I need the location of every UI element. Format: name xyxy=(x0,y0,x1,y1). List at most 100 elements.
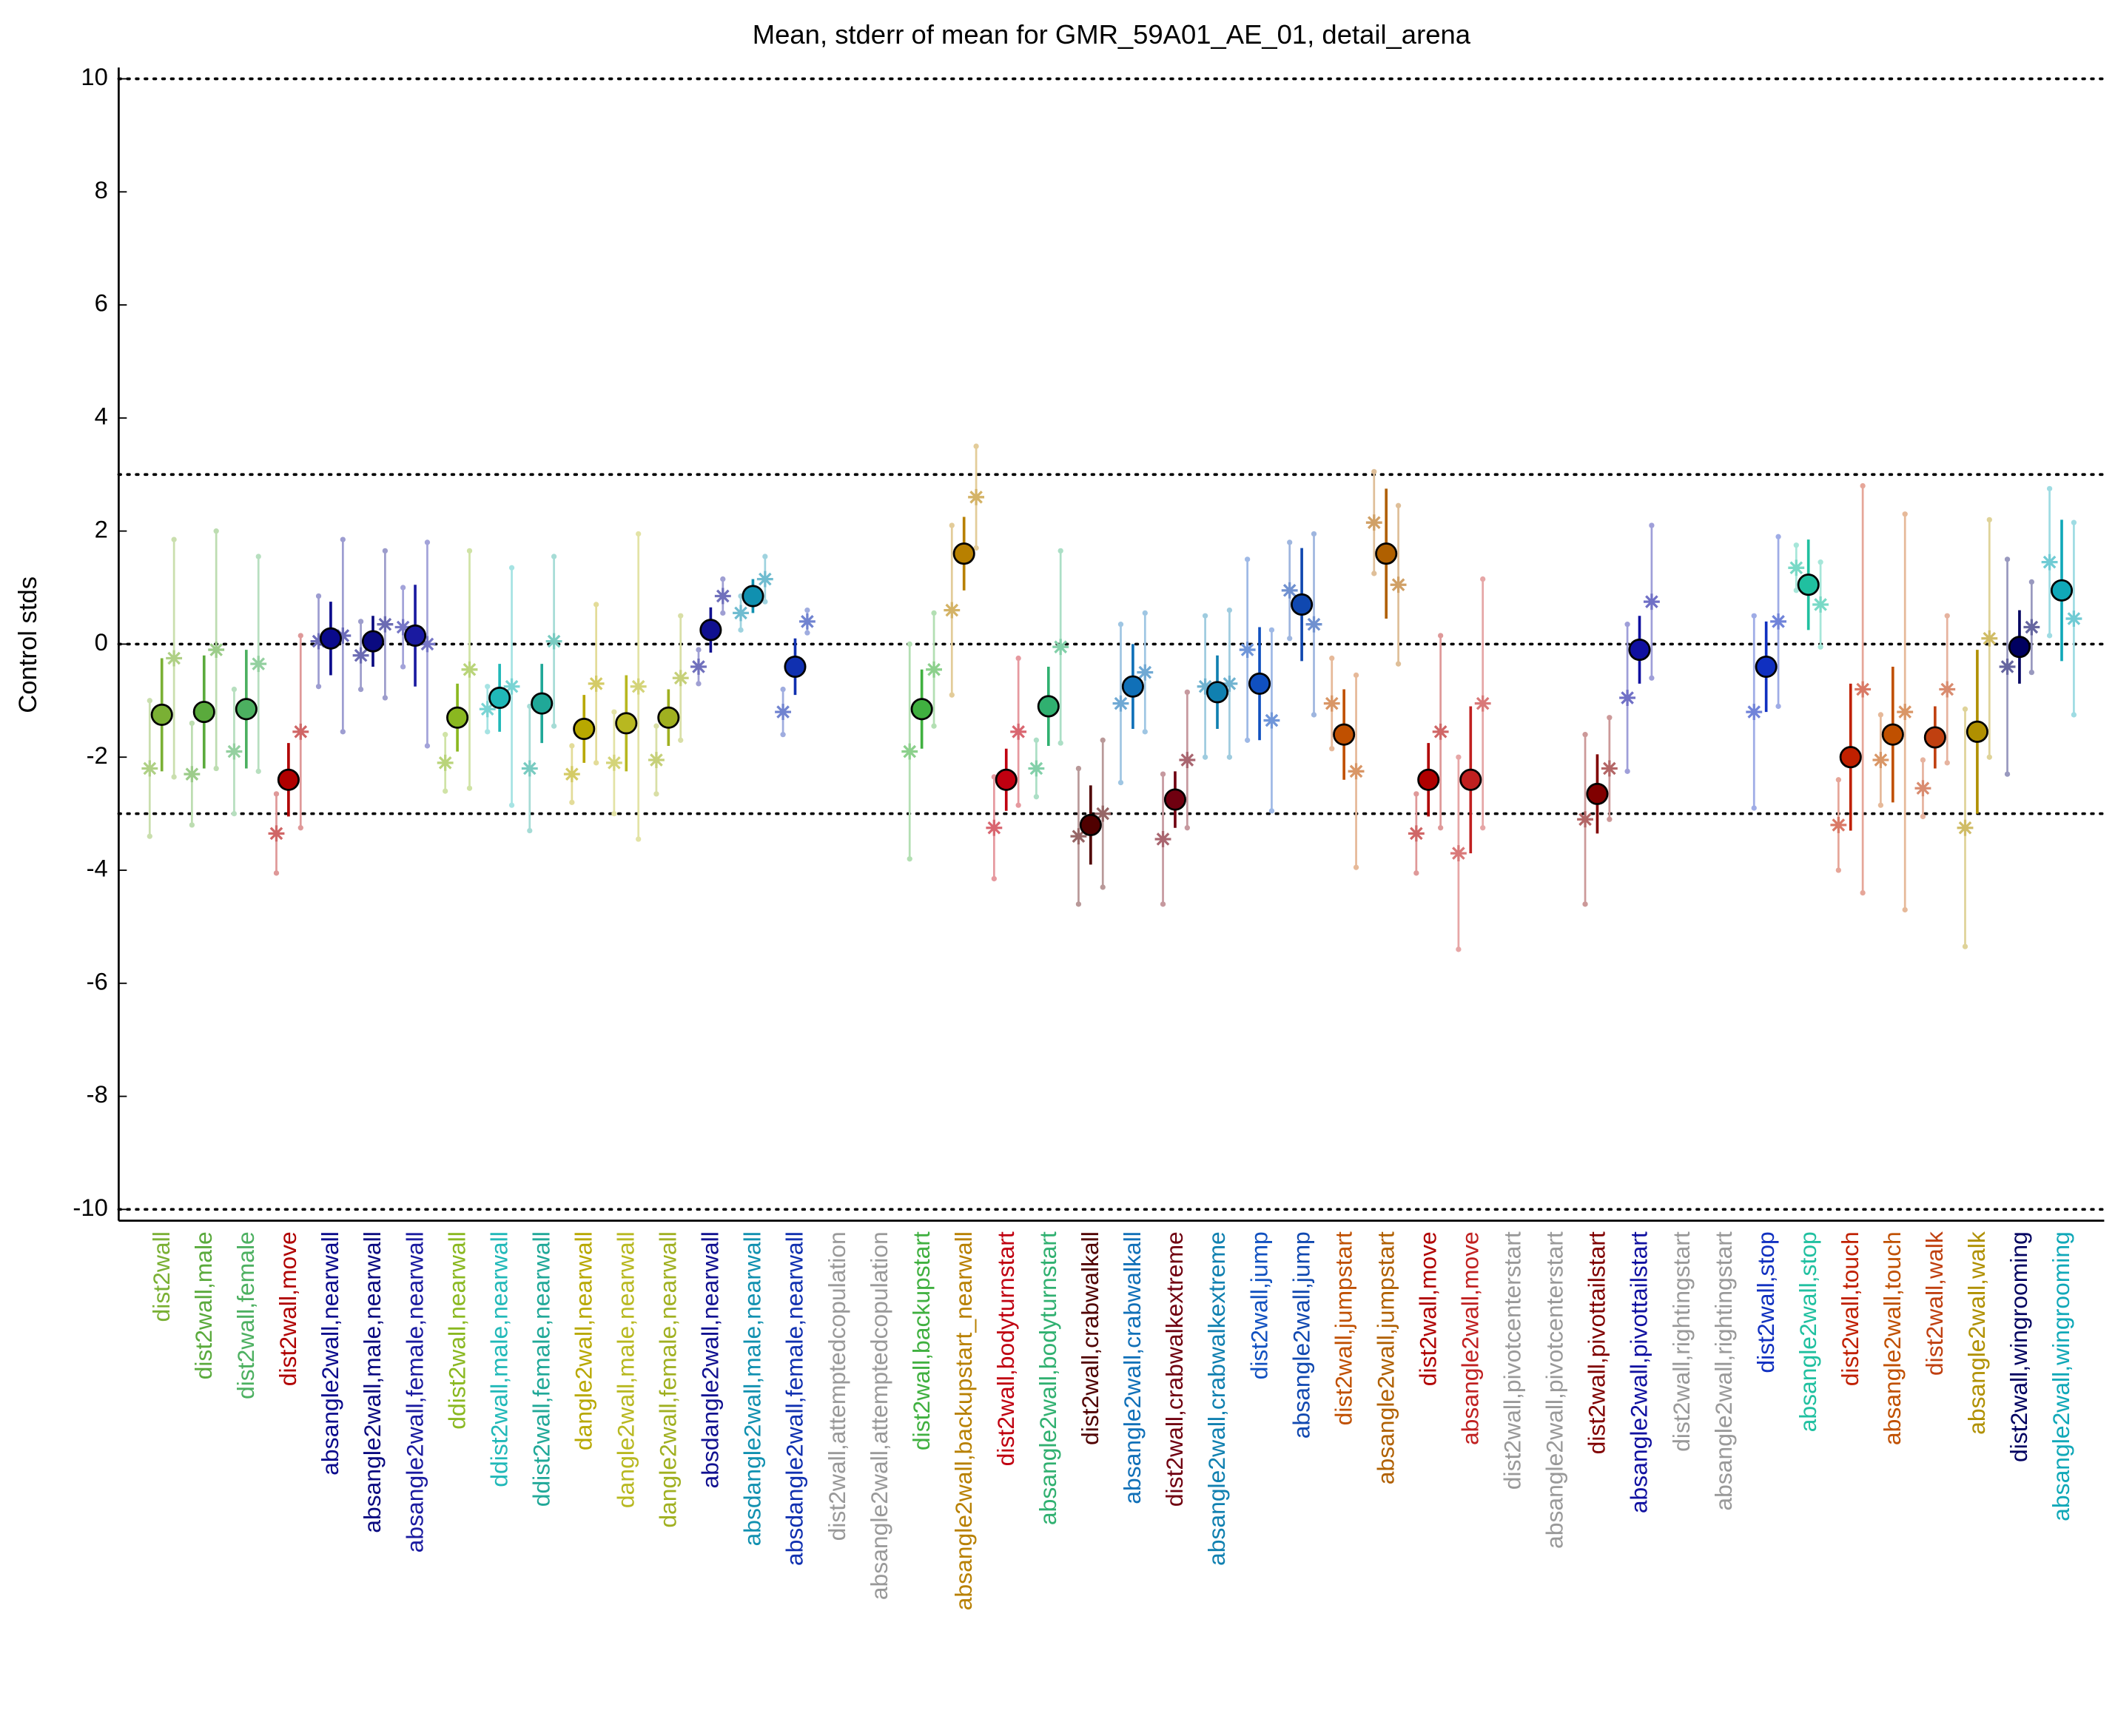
x-tick-label: absangle2wall,wingrooming xyxy=(2048,1231,2074,1521)
asterisk-marker xyxy=(605,754,622,771)
x-tick-label: absangle2wall,jump xyxy=(1288,1231,1314,1439)
marker-error-cap xyxy=(1582,901,1588,907)
marker-error-cap xyxy=(315,684,322,690)
marker-error-cap xyxy=(189,822,195,828)
mean-marker xyxy=(1333,723,1356,746)
asterisk-marker xyxy=(926,661,942,678)
asterisk-marker xyxy=(1770,613,1786,630)
asterisk-marker xyxy=(1939,681,1956,698)
marker-error-cap xyxy=(696,647,702,653)
y-tick-label: -2 xyxy=(87,741,108,769)
marker-error-cap xyxy=(147,833,152,839)
marker-error-cap xyxy=(1033,794,1040,800)
chart-title: Mean, stderr of mean for GMR_59A01_AE_01… xyxy=(753,19,1471,50)
marker-error-cap xyxy=(907,856,912,862)
mean-marker xyxy=(531,692,554,715)
asterisk-marker xyxy=(503,678,520,695)
asterisk-marker xyxy=(545,633,562,650)
x-tick-label: ddist2wall,nearwall xyxy=(443,1231,470,1430)
marker-error-cap xyxy=(1902,906,1908,913)
marker-error-cap xyxy=(1624,622,1630,628)
mean-marker xyxy=(1248,672,1271,695)
marker-error-cap xyxy=(653,723,659,729)
mean-marker xyxy=(1375,542,1398,565)
marker-error-cap xyxy=(340,729,346,735)
marker-error-cap xyxy=(696,681,702,687)
marker-error-cap xyxy=(1649,675,1655,681)
marker-error-cap xyxy=(1582,732,1588,738)
mean-marker xyxy=(1459,768,1482,791)
asterisk-marker xyxy=(1305,616,1322,633)
marker-error-cap xyxy=(213,528,219,534)
marker-error-cap xyxy=(1944,613,1950,619)
asterisk-marker xyxy=(672,670,689,687)
asterisk-marker xyxy=(226,743,243,760)
marker-error-cap xyxy=(1877,712,1884,718)
marker-error-cap xyxy=(1075,901,1082,907)
asterisk-marker xyxy=(2065,610,2082,627)
marker-error-cap xyxy=(1058,548,1063,554)
asterisk-marker xyxy=(775,704,792,721)
marker-error-cap xyxy=(1438,633,1444,639)
x-tick-label: dist2wall xyxy=(148,1231,175,1322)
asterisk-marker xyxy=(1239,642,1256,659)
marker-error-cap xyxy=(147,698,152,704)
marker-error-cap xyxy=(357,619,364,625)
asterisk-marker xyxy=(968,488,985,505)
marker-error-cap xyxy=(569,743,575,749)
marker-error-cap xyxy=(273,791,280,797)
mean-marker xyxy=(1923,726,1946,749)
x-tick-label: dist2wall,move xyxy=(1414,1231,1441,1386)
x-tick-label: absdangle2wall,male,nearwall xyxy=(739,1231,766,1546)
x-tick-label: dist2wall,pivotcenterstart xyxy=(1499,1231,1526,1490)
mean-marker xyxy=(1163,788,1186,811)
mean-marker xyxy=(1755,655,1778,679)
marker-error-cap xyxy=(382,695,389,701)
marker-error-cap xyxy=(508,565,515,571)
mean-marker xyxy=(1966,720,1988,743)
asterisk-marker xyxy=(798,613,816,630)
y-tick-label: 2 xyxy=(95,515,108,542)
asterisk-marker xyxy=(1028,760,1045,777)
x-tick-label: dist2wall,move xyxy=(275,1231,301,1386)
mean-marker xyxy=(1586,782,1609,805)
asterisk-marker xyxy=(1474,695,1491,712)
marker-error-cap xyxy=(780,732,786,738)
asterisk-marker xyxy=(1450,845,1467,862)
marker-error-cap xyxy=(1877,802,1884,808)
x-tick-label: absangle2wall,move xyxy=(1457,1231,1484,1445)
marker-error-cap xyxy=(738,627,744,633)
marker-error-cap xyxy=(443,788,448,794)
marker-error-cap xyxy=(1818,559,1823,565)
marker-error-cap xyxy=(424,743,431,749)
marker-error-cap xyxy=(1860,482,1866,489)
marker-error-cap xyxy=(1226,754,1233,760)
marker-error-cap xyxy=(340,536,346,542)
asterisk-marker xyxy=(1323,695,1340,712)
marker-error-cap xyxy=(2028,579,2035,585)
marker-error-cap xyxy=(508,802,515,808)
mean-marker xyxy=(488,686,511,710)
marker-error-cap xyxy=(1100,884,1106,890)
mean-marker xyxy=(1206,681,1229,704)
marker-error-cap xyxy=(1100,737,1106,743)
marker-error-cap xyxy=(1456,754,1462,760)
marker-error-cap xyxy=(443,732,448,738)
asterisk-marker xyxy=(208,642,225,659)
x-tick-label: absangle2wall,pivotcenterstart xyxy=(1541,1231,1568,1549)
marker-error-cap xyxy=(400,664,406,670)
asterisk-marker xyxy=(166,650,183,667)
marker-error-cap xyxy=(231,686,238,693)
x-tick-label: absangle2wall,bodyturnstart xyxy=(1035,1231,1061,1525)
asterisk-marker xyxy=(1390,576,1407,593)
marker-error-cap xyxy=(1202,754,1208,760)
y-tick-label: 6 xyxy=(95,289,108,317)
marker-error-cap xyxy=(1329,655,1335,662)
marker-error-cap xyxy=(931,610,937,616)
marker-error-cap xyxy=(949,522,955,528)
x-tick-label: absangle2wall,crabwalkextreme xyxy=(1203,1231,1230,1566)
marker-error-cap xyxy=(255,554,261,559)
marker-error-cap xyxy=(485,729,491,735)
marker-error-cap xyxy=(1413,791,1419,797)
marker-error-cap xyxy=(678,613,684,619)
